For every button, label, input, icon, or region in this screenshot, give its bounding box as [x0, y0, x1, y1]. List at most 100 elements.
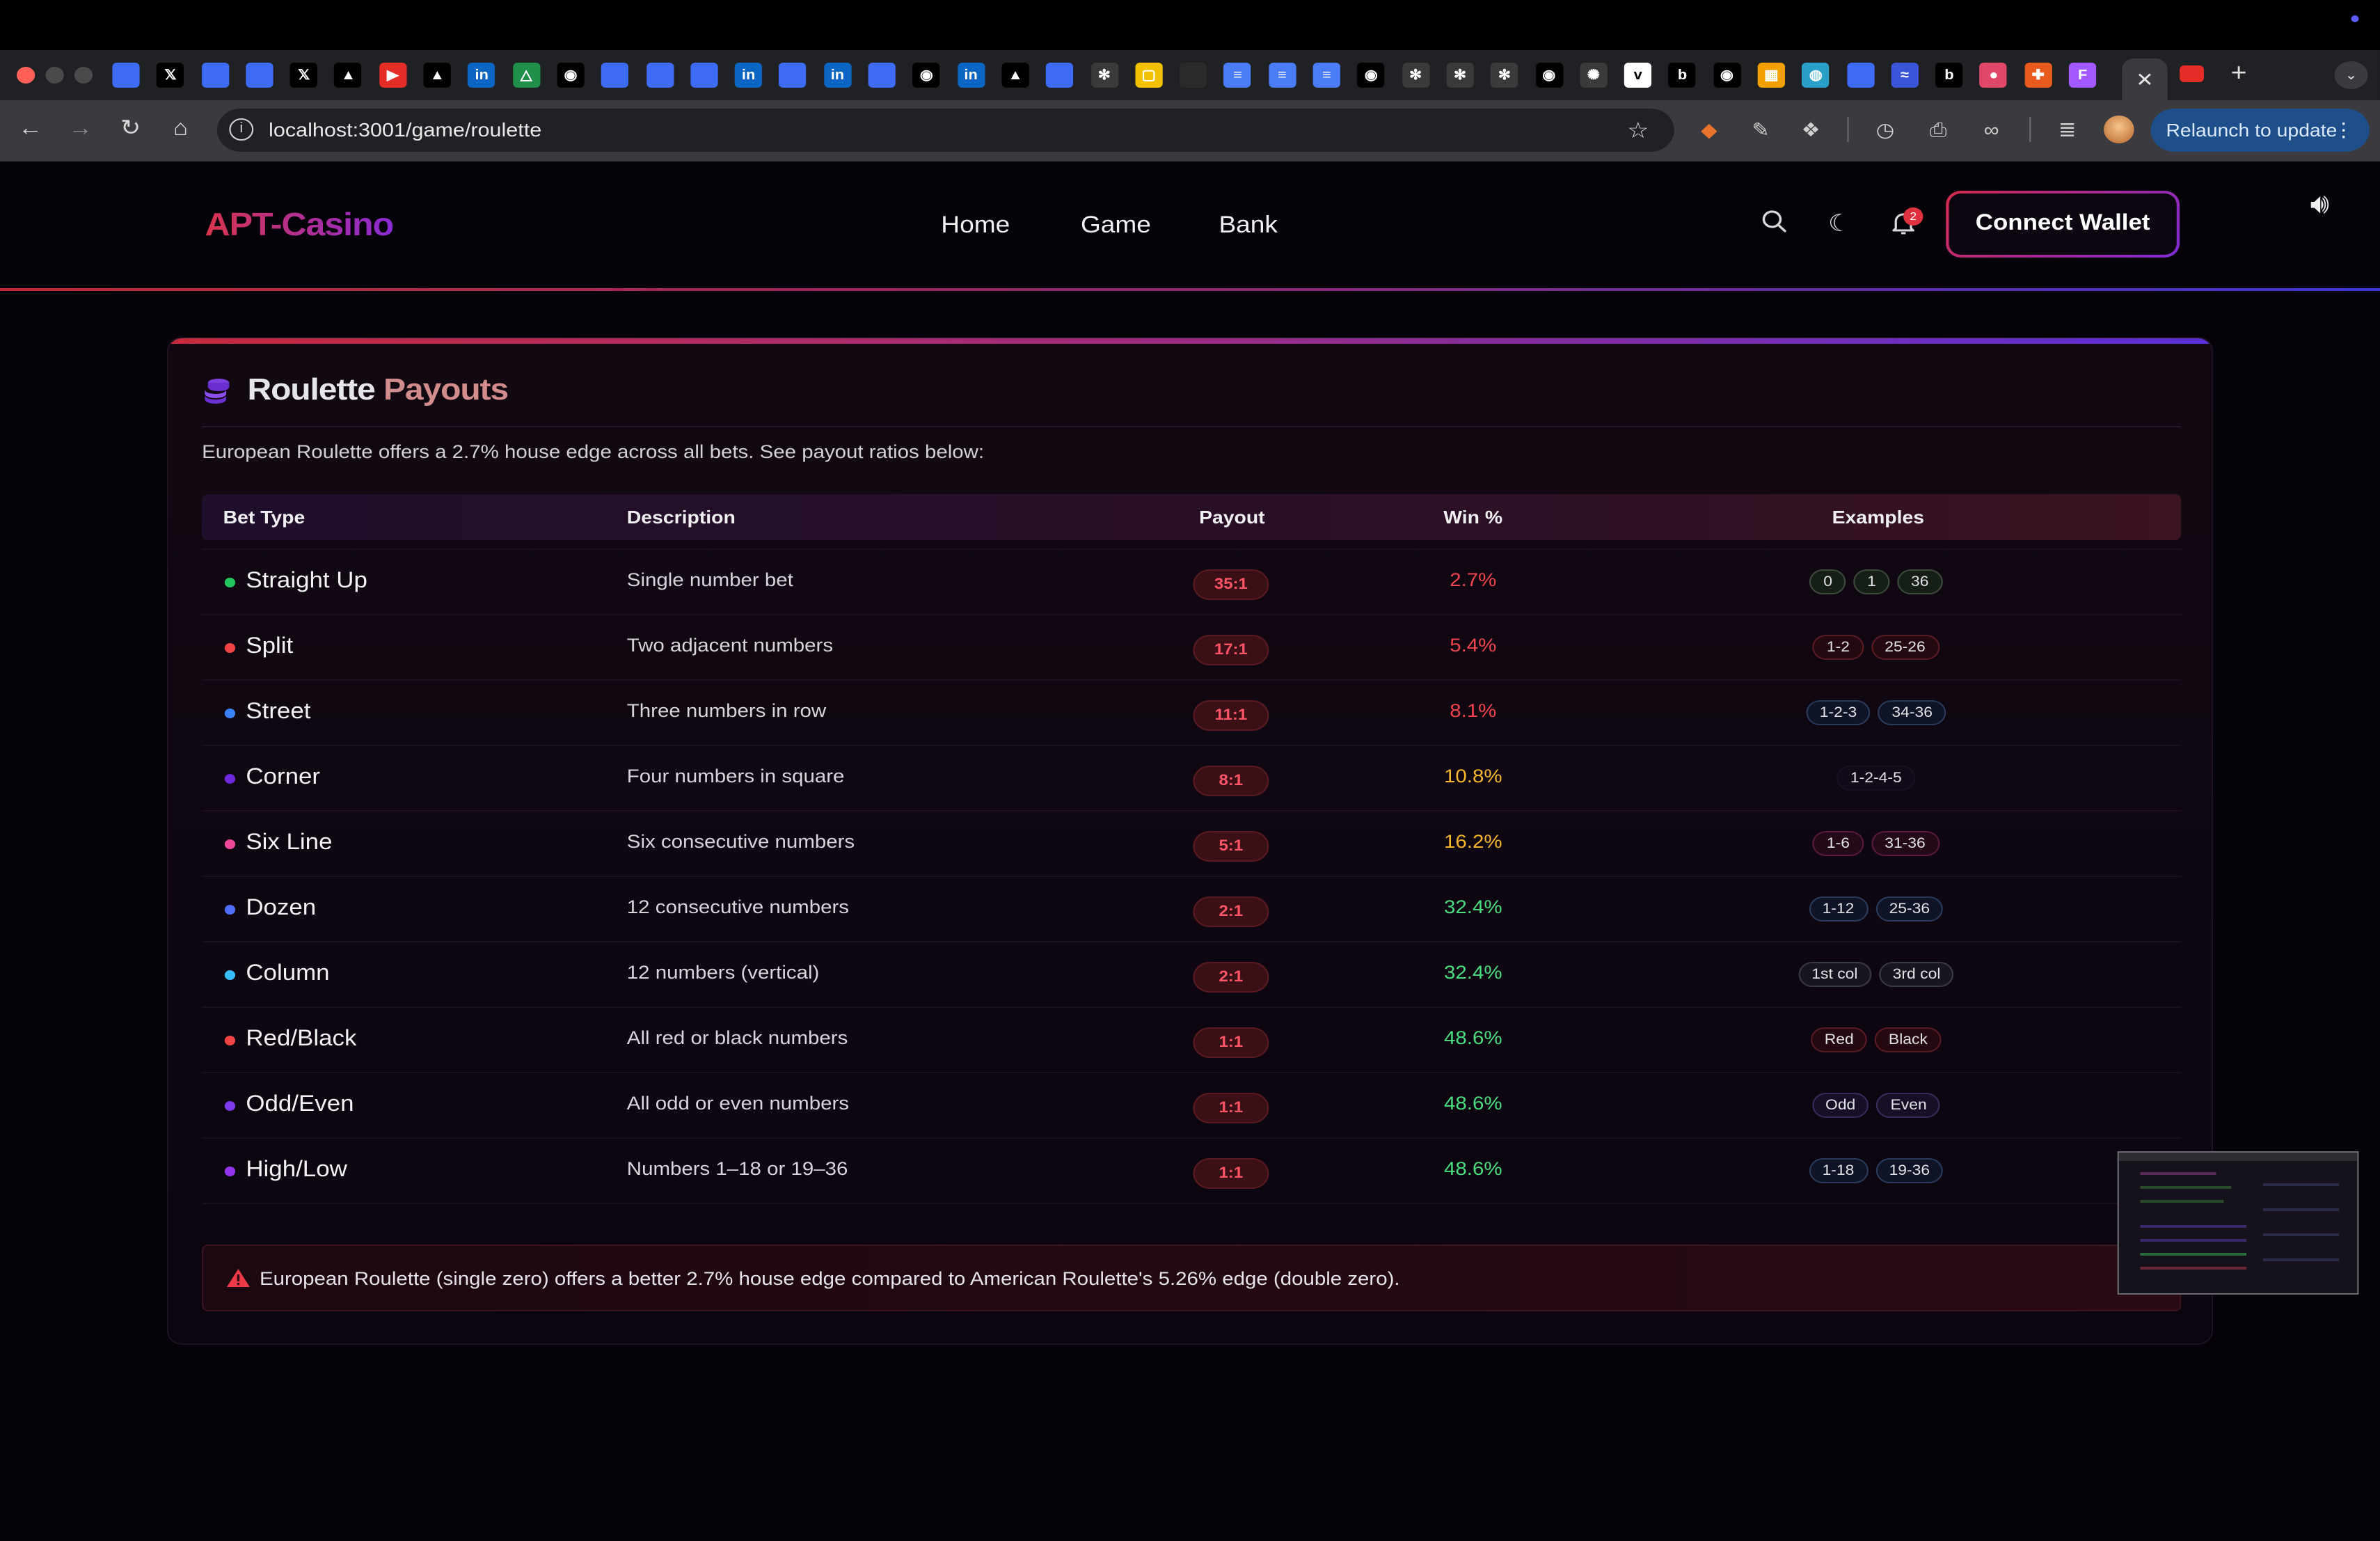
blob-tab-icon[interactable]: ● [1980, 63, 2008, 88]
close-window-button[interactable] [16, 67, 35, 84]
active-tab-close-button[interactable]: ✕ [2122, 58, 2168, 100]
search-icon[interactable] [1758, 209, 1791, 239]
examples-group: 1-12 25-36 [1628, 896, 2123, 924]
more-menu-icon[interactable]: ⋮ [2333, 118, 2354, 141]
triangle-tab-icon[interactable]: ▲ [334, 63, 363, 88]
nav-link-bank[interactable]: Bank [1219, 212, 1278, 238]
url-text[interactable]: localhost:3001/game/roulette [269, 118, 542, 141]
bet-description: Single number bet [626, 569, 793, 590]
aperture-tab-icon[interactable]: ✻ [1090, 63, 1118, 88]
x-tab-icon[interactable]: 𝕏 [157, 63, 184, 88]
youtube-tab-icon[interactable] [2180, 65, 2204, 82]
docs-tab-icon[interactable]: ≡ [1223, 63, 1252, 88]
metamask-extension-icon[interactable]: ◆ [1701, 118, 1717, 141]
github-tab-icon[interactable]: ◉ [1713, 63, 1741, 88]
linkedin-tab-icon[interactable]: in [468, 63, 495, 88]
table-row: Dozen 12 consecutive numbers 2:1 32.4% 1-12 2… [202, 877, 2182, 942]
triangle-tab-icon[interactable]: ▲ [1001, 63, 1029, 88]
connect-wallet-button[interactable]: Connect Wallet [1946, 191, 2180, 258]
roulette-payouts-card: Roulette Payouts European Roulette offer… [166, 337, 2214, 1345]
bet-color-dot [224, 709, 236, 718]
media-queue-icon[interactable]: ≣ [2058, 118, 2077, 141]
tab-search-chevron-down-icon[interactable]: ⌄ [2334, 61, 2368, 89]
site-logo[interactable]: APT-Casino [205, 206, 394, 242]
new-tab-button[interactable]: + [2230, 58, 2247, 86]
sound-speaker-icon[interactable]: 🔊︎ [2310, 189, 2330, 220]
example-chip: 1-18 [1808, 1158, 1869, 1183]
bookmark-tab-icon[interactable] [646, 63, 674, 88]
bookmark-tab-icon[interactable] [690, 63, 718, 88]
linkedin-tab-icon[interactable]: in [735, 63, 763, 88]
docs-tab-icon[interactable]: ≡ [1312, 63, 1340, 88]
bookmark-tab-icon[interactable] [601, 63, 629, 88]
thumbnail-toolbar [2118, 1153, 2358, 1161]
site-info-icon[interactable]: i [229, 118, 254, 141]
aperture-tab-icon[interactable]: ✻ [1402, 63, 1429, 88]
home-icon[interactable]: ⌂ [173, 117, 189, 141]
payout-badge: 35:1 [1193, 569, 1269, 600]
extensions-puzzle-icon[interactable]: ❖ [1801, 118, 1820, 141]
example-chip: 1-12 [1808, 896, 1869, 922]
example-chip: 25-36 [1875, 896, 1944, 922]
profile-avatar[interactable] [2104, 116, 2134, 143]
history-icon[interactable]: ◷ [1875, 118, 1895, 141]
bet-description: All red or black numbers [626, 1027, 848, 1048]
linkedin-tab-icon[interactable]: in [823, 63, 852, 88]
thumbnail-line [2140, 1267, 2247, 1270]
eyedropper-extension-icon[interactable]: ✎ [1752, 118, 1770, 141]
bookmark-tab-icon[interactable] [1046, 63, 1074, 88]
bookmark-tab-icon[interactable] [112, 63, 140, 88]
thumbnail-line [2140, 1172, 2216, 1175]
relaunch-update-button[interactable]: Relaunch to update ⋮ [2150, 109, 2370, 152]
link-icon[interactable]: ∞ [1983, 118, 1999, 141]
youtube-tab-icon[interactable]: ▶ [379, 63, 407, 88]
bet-color-dot [224, 1101, 236, 1111]
screen-share-thumbnail[interactable] [2117, 1151, 2359, 1295]
circle-tab-icon[interactable] [1180, 63, 1207, 88]
reload-icon[interactable]: ↻ [120, 117, 141, 141]
github-tab-icon[interactable]: ◉ [912, 63, 940, 88]
triangle-tab-icon[interactable]: ▲ [423, 63, 451, 88]
payout-badge: 8:1 [1193, 766, 1269, 796]
github-tab-icon[interactable]: ◉ [557, 63, 585, 88]
screen-top-bar [0, 0, 2380, 50]
plus-tab-icon[interactable]: ✚ [2024, 63, 2052, 88]
square-tab-icon[interactable]: ▢ [1135, 63, 1163, 88]
nav-link-home[interactable]: Home [941, 212, 1010, 238]
drive-tab-icon[interactable]: △ [512, 63, 540, 88]
openai-tab-icon[interactable]: ✺ [1580, 63, 1608, 88]
bet-color-dot [224, 1167, 236, 1176]
maximize-window-button[interactable] [74, 67, 93, 84]
bookmark-tab-icon[interactable] [246, 63, 273, 88]
close-icon[interactable]: ✕ [2136, 68, 2154, 90]
dark-mode-moon-icon[interactable]: ☾ [1827, 210, 1852, 237]
wave-tab-icon[interactable]: ≈ [1891, 63, 1919, 88]
back-arrow-icon[interactable]: ← [18, 117, 43, 141]
github-tab-icon[interactable]: ◉ [1357, 63, 1385, 88]
bold-tab-icon[interactable]: b [1935, 63, 1963, 88]
print-icon[interactable]: ⎙ [1930, 118, 1947, 141]
bookmark-tab-icon[interactable] [1846, 63, 1874, 88]
aperture-tab-icon[interactable]: ✻ [1491, 63, 1518, 88]
table-row: Red/Black All red or black numbers 1:1 48.6… [202, 1008, 2182, 1073]
bet-color-dot [224, 643, 236, 653]
globe-tab-icon[interactable]: ◍ [1802, 63, 1830, 88]
docs-tab-icon[interactable]: ≡ [1268, 63, 1296, 88]
bookmark-tab-icon[interactable] [779, 63, 807, 88]
linkedin-tab-icon[interactable]: in [957, 63, 985, 88]
bookmark-tab-icon[interactable] [868, 63, 896, 88]
forward-arrow-icon[interactable]: → [68, 117, 93, 141]
nav-link-game[interactable]: Game [1080, 212, 1151, 238]
figma-tab-icon[interactable]: F [2069, 63, 2097, 88]
minimize-window-button[interactable] [45, 67, 64, 84]
bookmark-tab-icon[interactable] [201, 63, 229, 88]
bet-type-name: Column [246, 962, 330, 986]
x-tab-icon[interactable]: 𝕏 [290, 63, 318, 88]
grid-tab-icon[interactable]: ▦ [1757, 63, 1785, 88]
bold-tab-icon[interactable]: b [1668, 63, 1697, 88]
github-tab-icon[interactable]: ◉ [1535, 63, 1563, 88]
vercel-tab-icon[interactable]: v [1624, 63, 1652, 88]
address-bar[interactable] [216, 109, 1674, 152]
aperture-tab-icon[interactable]: ✻ [1446, 63, 1474, 88]
bookmark-star-icon[interactable]: ☆ [1627, 120, 1649, 143]
